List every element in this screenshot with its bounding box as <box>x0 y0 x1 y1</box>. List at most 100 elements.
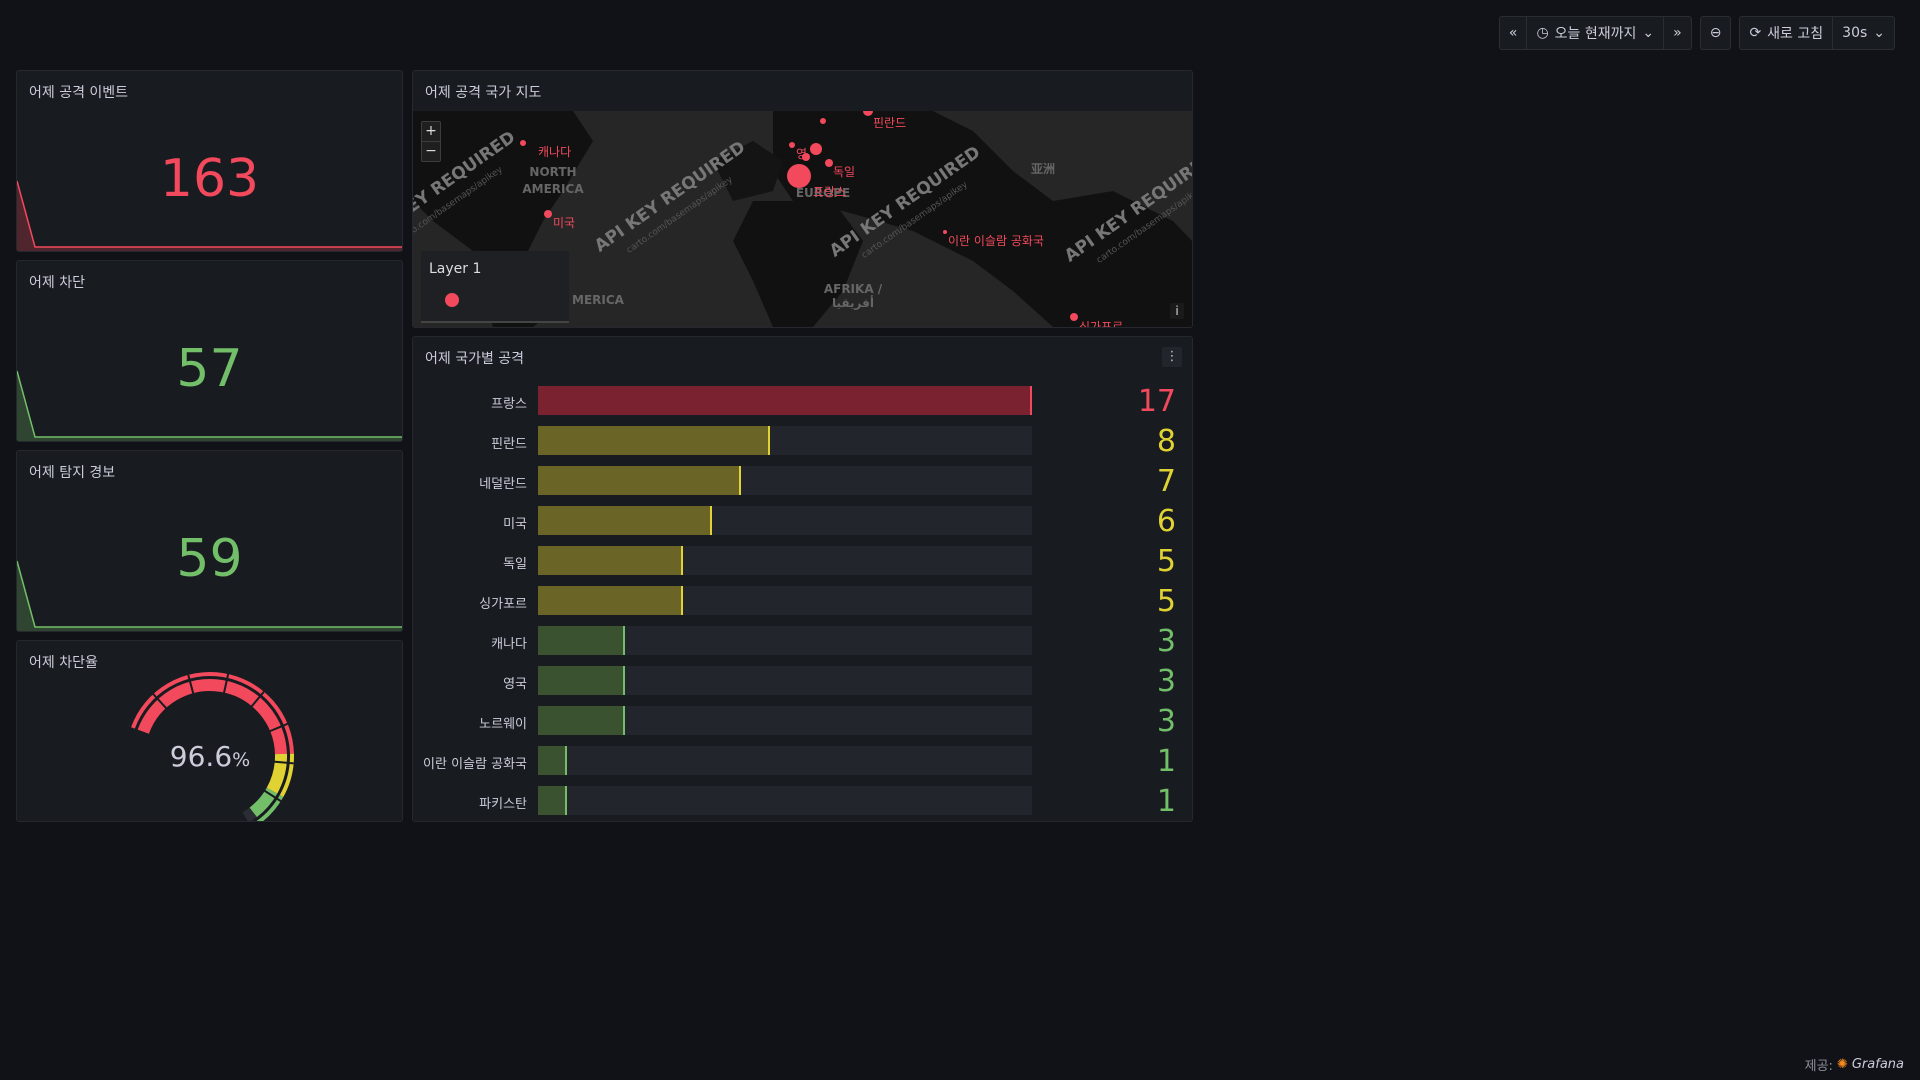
gauge-threshold-yellow <box>279 753 294 797</box>
bar-row: 독일 5 <box>413 544 1192 579</box>
bar-track <box>538 706 1032 735</box>
world-map[interactable]: API KEY REQUIRED carto.com/basemaps/apike… <box>413 111 1192 327</box>
legend-title: Layer 1 <box>429 261 482 277</box>
map-marker <box>825 159 833 167</box>
panel-country-attacks[interactable]: 어제 국가별 공격 ⋮ 프랑스 17 핀란드 8 네덜란드 7 미국 6 독일 5 싱가포르 5 캐나다… <box>412 336 1193 822</box>
bar-edge <box>623 666 626 695</box>
zoom-out-group: ⊖ <box>1699 16 1732 50</box>
refresh-interval-picker[interactable]: 30s ⌄ <box>1833 17 1894 49</box>
map-marker-label: 영 <box>796 147 807 161</box>
bar-fill <box>538 626 626 655</box>
gauge-value-arc-green <box>249 787 278 818</box>
stat-value: 59 <box>176 529 243 589</box>
chevron-down-icon: ⌄ <box>1873 25 1885 41</box>
bar-edge <box>681 546 684 575</box>
bar-edge <box>1030 386 1032 415</box>
map-region-label: EUROPE <box>796 186 850 200</box>
map-marker-label: 핀란드 <box>873 116 906 130</box>
bar-row: 노르웨이 3 <box>413 704 1192 739</box>
gauge-tick <box>152 693 168 710</box>
gauge-tick <box>273 760 294 765</box>
map-marker <box>810 143 822 155</box>
panel-title: 어제 공격 이벤트 <box>29 85 129 101</box>
gauge: 96.6% <box>131 672 294 821</box>
map-region-label: AFRIKA / <box>824 282 883 296</box>
map-marker <box>943 230 947 234</box>
bar-row: 핀란드 8 <box>413 424 1192 459</box>
chevrons-left-icon: « <box>1508 25 1518 41</box>
bar-edge <box>565 746 568 775</box>
time-shift-back-button[interactable]: « <box>1500 17 1528 49</box>
footer-prefix: 제공: <box>1804 1059 1833 1074</box>
bar-value: 6 <box>1156 504 1176 539</box>
bar-fill <box>538 746 568 775</box>
panel-attack-map[interactable]: 어제 공격 국가 지도 API KEY REQUIRED carto.com/ba… <box>412 70 1193 328</box>
bar-track <box>538 626 1032 655</box>
bar-fill <box>538 426 771 455</box>
gauge-value-arc-rest <box>242 807 257 821</box>
map-attribution-info-button[interactable]: i <box>1170 303 1184 319</box>
gauge-tick <box>222 673 230 694</box>
refresh-button[interactable]: ⟳ 새로 고침 <box>1740 17 1834 49</box>
gauge-threshold-red <box>131 672 294 754</box>
map-marker-label: 미국 <box>553 216 575 230</box>
panel-attack-events[interactable]: 어제 공격 이벤트 163 <box>16 70 403 252</box>
bar-fill <box>538 506 713 535</box>
map-legend: Layer 1 <box>421 251 569 323</box>
bar-label: 독일 <box>503 557 527 572</box>
map-marker <box>789 142 795 148</box>
gauge-value: 96.6% <box>170 740 250 773</box>
bar-edge <box>739 466 742 495</box>
sparkline <box>17 370 402 441</box>
bar-edge <box>623 626 626 655</box>
chevron-down-icon: ⌄ <box>1642 25 1655 41</box>
panel-blocked[interactable]: 어제 차단 57 <box>16 260 403 442</box>
bar-track <box>538 466 1032 495</box>
bar-row: 프랑스 17 <box>413 384 1192 419</box>
map-region-label: AMERICA <box>522 182 584 196</box>
map-region-label: MERICA <box>572 293 625 307</box>
bar-value: 7 <box>1156 464 1176 499</box>
bar-row: 영국 3 <box>413 664 1192 699</box>
bar-label: 싱가포르 <box>479 597 527 612</box>
zoom-out-icon: ⊖ <box>1709 25 1722 41</box>
bar-track <box>538 426 1032 455</box>
kebab-menu-icon: ⋮ <box>1165 349 1179 364</box>
zoom-out-button[interactable]: − <box>425 143 437 159</box>
bar-fill <box>538 706 626 735</box>
panel-detect-alerts[interactable]: 어제 탐지 경보 59 <box>16 450 403 632</box>
bar-fill <box>538 466 742 495</box>
bar-row: 파키스탄 1 <box>413 784 1192 819</box>
map-region-label: أفريقيا <box>832 295 874 310</box>
map-marker-label: 싱가포르 <box>1079 320 1123 327</box>
bar-value: 3 <box>1156 664 1176 699</box>
zoom-in-button[interactable]: + <box>422 122 440 142</box>
time-shift-forward-button[interactable]: » <box>1664 17 1691 49</box>
zoom-out-button[interactable]: ⊖ <box>1701 17 1731 49</box>
refresh-label: 새로 고침 <box>1767 26 1824 42</box>
chevrons-right-icon: » <box>1673 25 1682 41</box>
time-range-label: 오늘 현재까지 <box>1554 26 1637 42</box>
map-marker <box>863 111 873 116</box>
bar-label: 프랑스 <box>491 397 527 412</box>
bar-value: 1 <box>1156 784 1176 819</box>
bar-value: 8 <box>1156 424 1176 459</box>
bar-value: 3 <box>1156 704 1176 739</box>
gauge-value-arc-red <box>137 679 287 755</box>
time-range-picker[interactable]: ◷ 오늘 현재까지 ⌄ <box>1527 17 1665 49</box>
bar-edge <box>565 786 568 815</box>
bar-row: 네덜란드 7 <box>413 464 1192 499</box>
bar-value: 17 <box>1137 384 1176 419</box>
map-marker-label: 캐나다 <box>538 145 571 159</box>
map-marker <box>544 210 552 218</box>
panel-menu-button[interactable]: ⋮ <box>1162 347 1182 367</box>
bar-row: 미국 6 <box>413 504 1192 539</box>
map-marker <box>787 164 811 188</box>
sparkline <box>17 180 402 251</box>
bar-fill <box>538 586 684 615</box>
map-marker-label: 프랑스 <box>813 185 846 199</box>
stat-value: 163 <box>159 149 260 209</box>
panel-block-rate[interactable]: 어제 차단율 96.6% <box>16 640 403 822</box>
bar-fill <box>538 666 626 695</box>
bar-label: 파키스탄 <box>479 797 527 812</box>
